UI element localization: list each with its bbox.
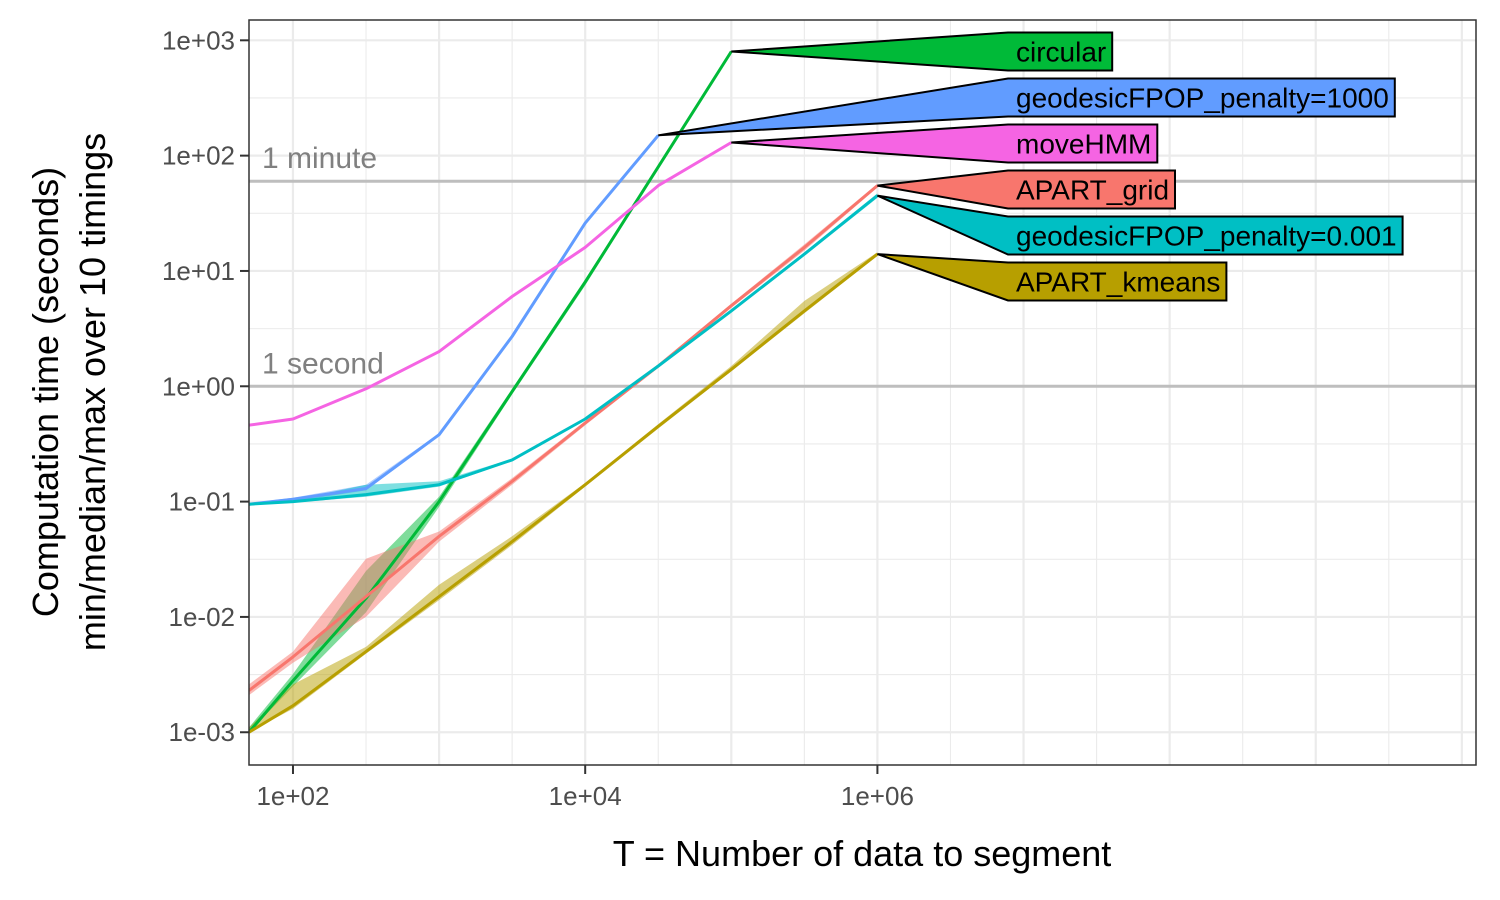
x-tick-label: 1e+04	[549, 781, 622, 811]
x-tick-label: 1e+06	[841, 781, 914, 811]
line-geodesicfpop-penalty-0-001	[249, 194, 879, 506]
label-box-apart-kmeans	[877, 253, 1228, 302]
axes: 1e+02 1e+04 1e+06 1e-03 1e-02 1e-01 1e+00 1e+01…	[162, 25, 914, 811]
label-box-movehmm	[731, 123, 1159, 164]
y-axis-title-line-1: Computation time (seconds)	[25, 167, 66, 617]
label-text-movehmm: moveHMM	[1016, 128, 1151, 159]
median-lines	[249, 50, 879, 734]
y-tick-label: 1e-02	[169, 602, 236, 632]
line-circular	[249, 50, 733, 734]
x-tick-label: 1e+02	[256, 781, 329, 811]
x-axis-title: T = Number of data to segment	[613, 833, 1112, 874]
y-tick-label: 1e+01	[162, 256, 235, 286]
panel-border	[248, 19, 1477, 766]
line-apart-grid	[249, 184, 879, 692]
line-apart-kmeans	[249, 252, 879, 734]
y-tick-label: 1e-03	[169, 717, 236, 747]
panel-background	[249, 20, 1476, 765]
y-tick-label: 1e+00	[162, 371, 235, 401]
label-text-geodesicfpop-penalty-0-001: geodesicFPOP_penalty=0.001	[1016, 220, 1397, 251]
reference-label-1-minute: 1 minute	[262, 142, 377, 175]
label-geodesicfpop-penalty-0-001: geodesicFPOP_penalty=0.001	[876, 194, 1404, 256]
line-movehmm	[249, 141, 733, 427]
y-axis-title: Computation time (seconds) min/median/ma…	[25, 133, 113, 651]
reference-label-1-second: 1 second	[262, 347, 384, 380]
y-tick-label: 1e+02	[162, 141, 235, 171]
y-tick-label: 1e-01	[169, 487, 236, 517]
label-text-apart-grid: APART_grid	[1016, 174, 1169, 205]
label-text-geodesicfpop-penalty-1000: geodesicFPOP_penalty=1000	[1016, 82, 1389, 113]
label-apart-kmeans: APART_kmeans	[877, 253, 1228, 302]
y-tick-label: 1e+03	[162, 25, 235, 55]
label-box-geodesicfpop-penalty-0-001	[876, 194, 1404, 256]
series-direct-labels: circular geodesicFPOP_penalty=1000 moveHMM…	[658, 31, 1404, 302]
line-geodesicfpop-penalty-1000	[249, 134, 660, 506]
label-text-circular: circular	[1016, 36, 1106, 67]
label-text-apart-kmeans: APART_kmeans	[1016, 266, 1220, 297]
label-apart-grid: APART_grid	[877, 169, 1176, 210]
label-geodesicfpop-penalty-1000: geodesicFPOP_penalty=1000	[658, 77, 1396, 137]
label-circular: circular	[731, 31, 1114, 72]
label-box-apart-grid	[877, 169, 1176, 210]
label-movehmm: moveHMM	[731, 123, 1159, 164]
label-box-circular	[731, 31, 1114, 72]
reference-lines: 1 second 1 minute	[249, 142, 1476, 388]
y-axis-title-line-2: min/median/max over 10 timings	[72, 133, 113, 651]
band-apart-kmeans	[249, 252, 878, 733]
label-box-geodesicfpop-penalty-1000	[658, 77, 1396, 137]
